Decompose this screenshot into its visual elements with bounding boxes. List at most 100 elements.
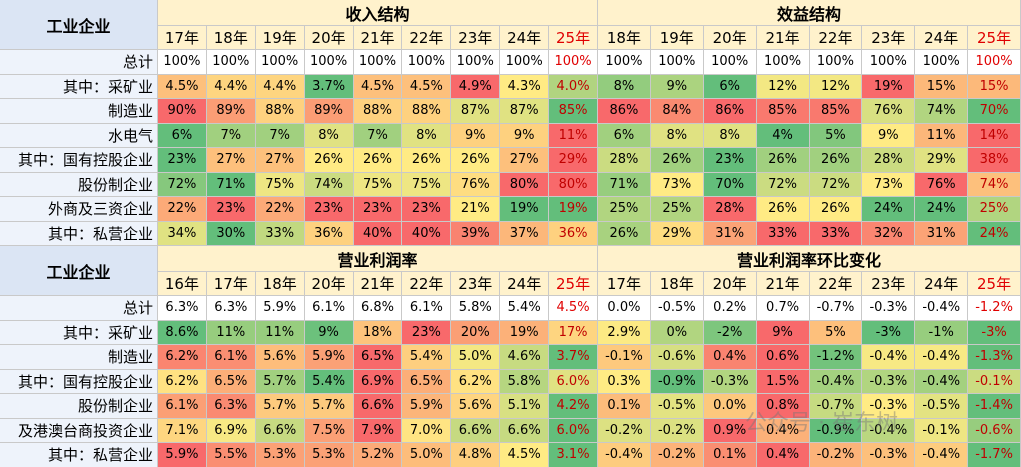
corner-header: 工业企业 — [0, 0, 158, 50]
data-cell: 100% — [549, 50, 598, 75]
group-title: 收入结构 — [158, 0, 598, 26]
data-cell: 88% — [353, 99, 403, 124]
data-cell: 4.8% — [451, 443, 501, 467]
data-cell: 5.0% — [451, 345, 501, 370]
data-cell: 25% — [598, 197, 651, 222]
data-cell: 8% — [304, 123, 354, 148]
row-label: 其中：国有控股企业 — [0, 148, 158, 173]
data-cell: 6.1% — [206, 345, 256, 370]
data-cell: -0.4% — [862, 345, 916, 370]
data-cell: 27% — [500, 148, 550, 173]
row-label: 水电气 — [0, 123, 158, 148]
data-cell: 4% — [756, 123, 810, 148]
data-cell: 28% — [703, 197, 757, 222]
data-cell: 100% — [500, 50, 550, 75]
data-cell: 5.6% — [451, 394, 501, 419]
data-cell: 5.1% — [500, 394, 550, 419]
data-cell: 89% — [206, 99, 256, 124]
year-header: 25年 — [549, 26, 598, 50]
data-cell: 12% — [756, 74, 810, 99]
data-cell: -0.3% — [862, 369, 916, 394]
data-cell: 86% — [598, 99, 651, 124]
data-cell: -1% — [915, 320, 969, 345]
data-cell: 0.6% — [756, 345, 810, 370]
data-cell: -0.5% — [650, 394, 704, 419]
data-cell: 7.9% — [353, 418, 403, 443]
data-cell: 6.8% — [353, 296, 403, 321]
data-cell: -0.4% — [862, 418, 916, 443]
year-header: 18年 — [598, 26, 651, 50]
data-cell: 9% — [756, 320, 810, 345]
data-cell: 7% — [206, 123, 256, 148]
data-cell: 8% — [598, 74, 651, 99]
year-header: 22年 — [402, 272, 452, 296]
data-cell: 24% — [862, 197, 916, 222]
year-header: 17年 — [206, 272, 256, 296]
data-cell: 100% — [158, 50, 207, 75]
data-cell: 40% — [402, 221, 452, 246]
data-cell: 100% — [968, 50, 1021, 75]
data-cell: 72% — [756, 172, 810, 197]
data-cell: 26% — [756, 148, 810, 173]
row-label: 其中：私营企业 — [0, 443, 158, 467]
data-cell: 4.9% — [451, 74, 501, 99]
data-cell: 5.9% — [158, 443, 207, 467]
data-cell: 5.4% — [304, 369, 354, 394]
data-cell: 100% — [402, 50, 452, 75]
data-cell: 11% — [255, 320, 305, 345]
data-cell: 26% — [451, 148, 501, 173]
year-header: 18年 — [255, 272, 305, 296]
data-cell: 33% — [756, 221, 810, 246]
data-cell: 74% — [915, 99, 969, 124]
data-cell: -0.2% — [809, 443, 863, 467]
data-cell: 6.5% — [402, 369, 452, 394]
data-cell: 85% — [756, 99, 810, 124]
data-cell: 2.9% — [598, 320, 651, 345]
row-label: 及港澳台商投资企业 — [0, 418, 158, 443]
year-header: 24年 — [500, 272, 550, 296]
data-cell: 72% — [158, 172, 207, 197]
data-cell: 100% — [304, 50, 354, 75]
data-cell: -0.6% — [650, 345, 704, 370]
data-cell: 3.7% — [549, 345, 598, 370]
data-cell: -0.6% — [968, 418, 1021, 443]
data-cell: 27% — [255, 148, 305, 173]
data-cell: 4.5% — [158, 74, 207, 99]
data-cell: 6.6% — [500, 418, 550, 443]
data-cell: 6.1% — [158, 394, 207, 419]
data-cell: 37% — [500, 221, 550, 246]
data-cell: -0.2% — [598, 418, 651, 443]
data-cell: 5.7% — [304, 394, 354, 419]
data-cell: 5.5% — [206, 443, 256, 467]
data-cell: 85% — [809, 99, 863, 124]
year-header: 18年 — [650, 272, 704, 296]
row-label: 股份制企业 — [0, 172, 158, 197]
data-cell: 0.1% — [703, 443, 757, 467]
data-cell: 28% — [598, 148, 651, 173]
data-cell: -0.1% — [598, 345, 651, 370]
data-cell: 100% — [598, 50, 651, 75]
data-cell: -0.4% — [915, 369, 969, 394]
year-header: 20年 — [304, 272, 354, 296]
year-header: 24年 — [915, 26, 969, 50]
data-cell: 6.1% — [304, 296, 354, 321]
data-cell: 100% — [353, 50, 403, 75]
data-cell: 26% — [809, 197, 863, 222]
data-cell: 6.2% — [158, 369, 207, 394]
data-cell: 19% — [549, 197, 598, 222]
data-cell: 6% — [703, 74, 757, 99]
data-cell: 4.6% — [500, 345, 550, 370]
data-cell: 24% — [915, 197, 969, 222]
data-cell: 23% — [703, 148, 757, 173]
data-cell: 73% — [862, 172, 916, 197]
data-cell: 5.3% — [255, 443, 305, 467]
data-cell: -0.4% — [915, 345, 969, 370]
data-cell: 8.6% — [158, 320, 207, 345]
data-cell: 0.1% — [598, 394, 651, 419]
year-header: 17年 — [598, 272, 651, 296]
data-cell: 72% — [809, 172, 863, 197]
data-cell: 20% — [451, 320, 501, 345]
data-cell: 11% — [549, 123, 598, 148]
year-header: 22年 — [809, 26, 863, 50]
data-cell: 1.5% — [756, 369, 810, 394]
